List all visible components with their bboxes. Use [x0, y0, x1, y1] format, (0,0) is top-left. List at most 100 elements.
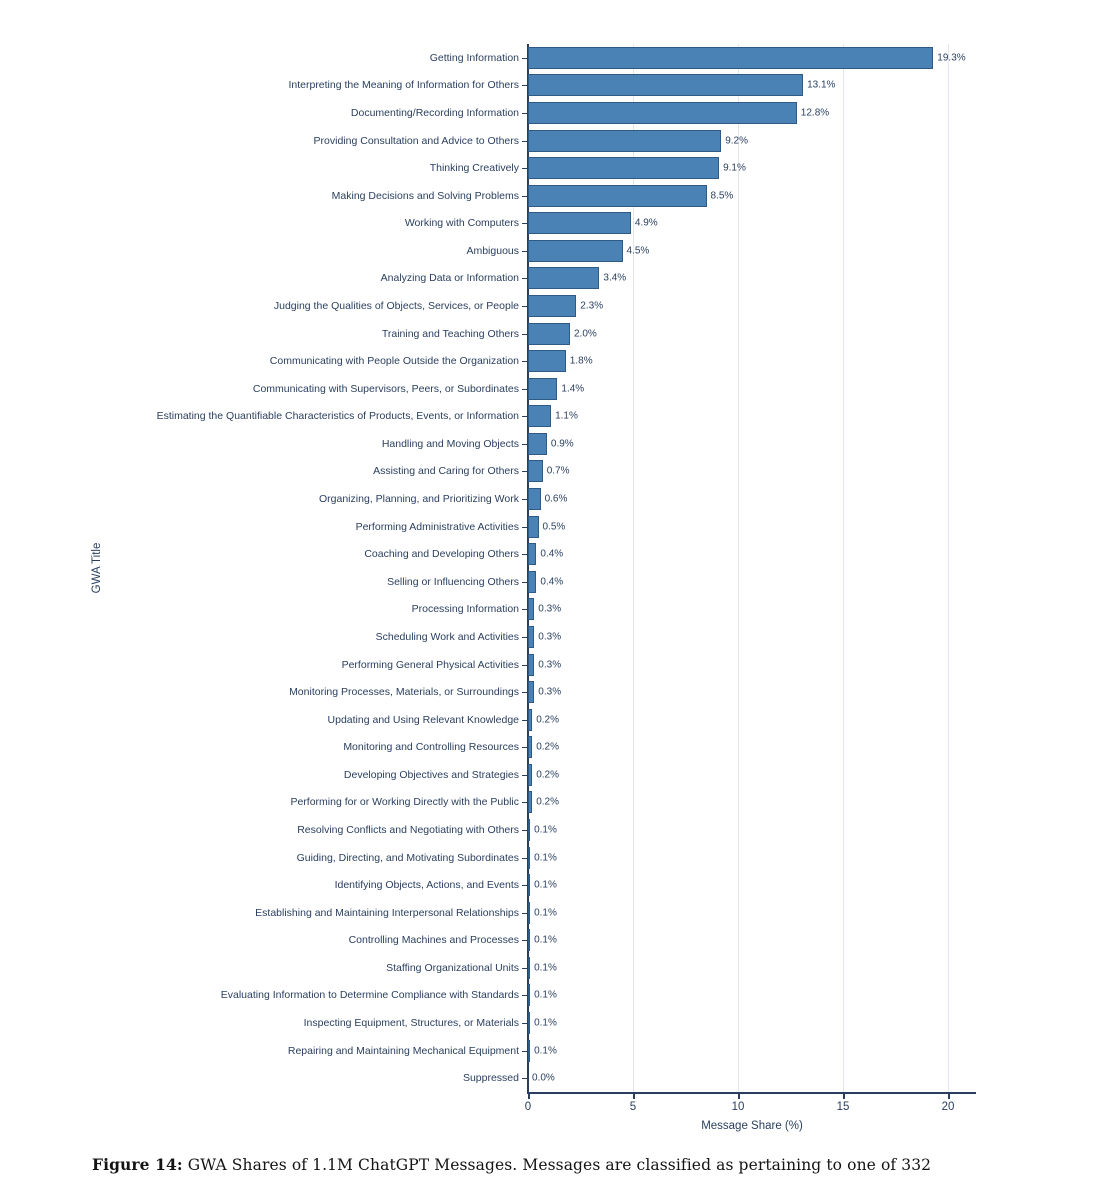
value-label: 1.1% [555, 410, 578, 422]
bar-row: Staffing Organizational Units 0.1% [0, 954, 1111, 982]
value-label: 0.1% [534, 962, 557, 974]
x-tick-mark [738, 1093, 740, 1099]
value-label: 0.3% [538, 686, 562, 698]
x-axis-title: Message Share (%) [701, 1120, 803, 1132]
bar [528, 1039, 531, 1062]
value-label: 9.1% [723, 162, 746, 174]
y-tick-mark [522, 581, 527, 583]
x-tick-mark [948, 1093, 950, 1099]
y-tick-mark [522, 333, 527, 335]
category-label: Training and Teaching Others [381, 327, 519, 340]
bar-row: Handling and Moving Objects 0.9% [0, 430, 1111, 458]
bar-row: Coaching and Developing Others 0.4% [0, 540, 1111, 568]
bar [528, 184, 707, 207]
bar [528, 157, 720, 180]
category-label: Performing General Physical Activities [341, 658, 519, 671]
category-label: Repairing and Maintaining Mechanical Equ… [287, 1044, 519, 1057]
category-label: Developing Objectives and Strategies [343, 768, 519, 781]
category-label: Interpreting the Meaning of Information … [288, 79, 519, 92]
value-label: 0.1% [534, 852, 557, 864]
category-label: Resolving Conflicts and Negotiating with… [297, 823, 519, 836]
figure-caption-label: Figure 14: [92, 1155, 183, 1174]
category-label: Monitoring and Controlling Resources [343, 741, 519, 754]
bar [528, 432, 547, 455]
value-label: 2.3% [580, 300, 604, 312]
bar-row: Inspecting Equipment, Structures, or Mat… [0, 1009, 1111, 1037]
value-label: 13.1% [807, 79, 836, 91]
bar [528, 818, 531, 841]
x-gridline [738, 44, 739, 1093]
category-label: Performing Administrative Activities [355, 520, 519, 533]
bar-row: Identifying Objects, Actions, and Events… [0, 871, 1111, 899]
bar [528, 46, 934, 69]
y-tick-mark [522, 223, 527, 225]
y-tick-mark [522, 609, 527, 611]
value-label: 0.1% [534, 1017, 557, 1029]
bar-row: Establishing and Maintaining Interperson… [0, 899, 1111, 927]
category-label: Communicating with Supervisors, Peers, o… [252, 382, 519, 395]
y-tick-mark [522, 829, 527, 831]
bar [528, 460, 543, 483]
value-label: 0.1% [534, 989, 557, 1001]
bar [528, 101, 797, 124]
bar-row: Thinking Creatively 9.1% [0, 154, 1111, 182]
value-label: 0.2% [536, 796, 559, 808]
category-label: Assisting and Caring for Others [373, 465, 519, 478]
y-tick-mark [522, 1023, 527, 1025]
x-gridline [633, 44, 634, 1093]
category-label: Judging the Qualities of Objects, Servic… [273, 299, 519, 312]
bar-row: Repairing and Maintaining Mechanical Equ… [0, 1037, 1111, 1065]
bar-row: Ambiguous 4.5% [0, 237, 1111, 265]
category-label: Documenting/Recording Information [350, 106, 519, 119]
y-axis-line [527, 44, 529, 1093]
x-tick-mark [528, 1093, 530, 1099]
y-tick-mark [522, 195, 527, 197]
category-label: Ambiguous [466, 244, 519, 257]
value-label: 9.2% [725, 135, 748, 147]
category-label: Processing Information [411, 603, 519, 616]
bar [528, 129, 722, 152]
bar-row: Guiding, Directing, and Motivating Subor… [0, 844, 1111, 872]
y-tick-mark [522, 719, 527, 721]
bar [528, 1012, 531, 1035]
value-label: 19.3% [937, 52, 966, 64]
category-label: Establishing and Maintaining Interperson… [255, 906, 519, 919]
x-tick-mark [633, 1093, 635, 1099]
value-label: 0.7% [546, 465, 570, 477]
bar-row: Updating and Using Relevant Knowledge 0.2… [0, 706, 1111, 734]
value-label: 12.8% [800, 107, 830, 119]
bar-row: Controlling Machines and Processes 0.1% [0, 927, 1111, 955]
bar [528, 598, 535, 621]
category-label: Monitoring Processes, Materials, or Surr… [289, 686, 519, 699]
bar-row: Working with Computers 4.9% [0, 209, 1111, 237]
y-tick-mark [522, 361, 527, 363]
figure-caption-text: GWA Shares of 1.1M ChatGPT Messages. Mes… [182, 1156, 932, 1174]
bar-row: Scheduling Work and Activities 0.3% [0, 623, 1111, 651]
bar [528, 74, 804, 97]
category-label: Analyzing Data or Information [380, 272, 519, 285]
y-tick-mark [522, 857, 527, 859]
y-tick-mark [522, 526, 527, 528]
y-tick-mark [522, 1078, 527, 1080]
category-label: Getting Information [429, 51, 519, 64]
bar [528, 294, 577, 317]
category-label: Working with Computers [404, 217, 519, 230]
bar [528, 763, 533, 786]
bar [528, 377, 558, 400]
value-label: 0.5% [542, 521, 566, 533]
value-label: 0.3% [538, 631, 562, 643]
y-tick-mark [522, 305, 527, 307]
y-tick-mark [522, 692, 527, 694]
value-label: 0.3% [538, 659, 562, 671]
bar-row: Performing General Physical Activities 0.… [0, 651, 1111, 679]
y-tick-mark [522, 250, 527, 252]
bar-row: Organizing, Planning, and Prioritizing W… [0, 485, 1111, 513]
value-label: 0.3% [538, 603, 562, 615]
bar-row: Suppressed 0.0% [0, 1064, 1111, 1092]
bar [528, 681, 535, 704]
bar [528, 708, 533, 731]
value-label: 0.2% [536, 714, 559, 726]
bar-row: Training and Teaching Others 2.0% [0, 320, 1111, 348]
bar [528, 984, 531, 1007]
